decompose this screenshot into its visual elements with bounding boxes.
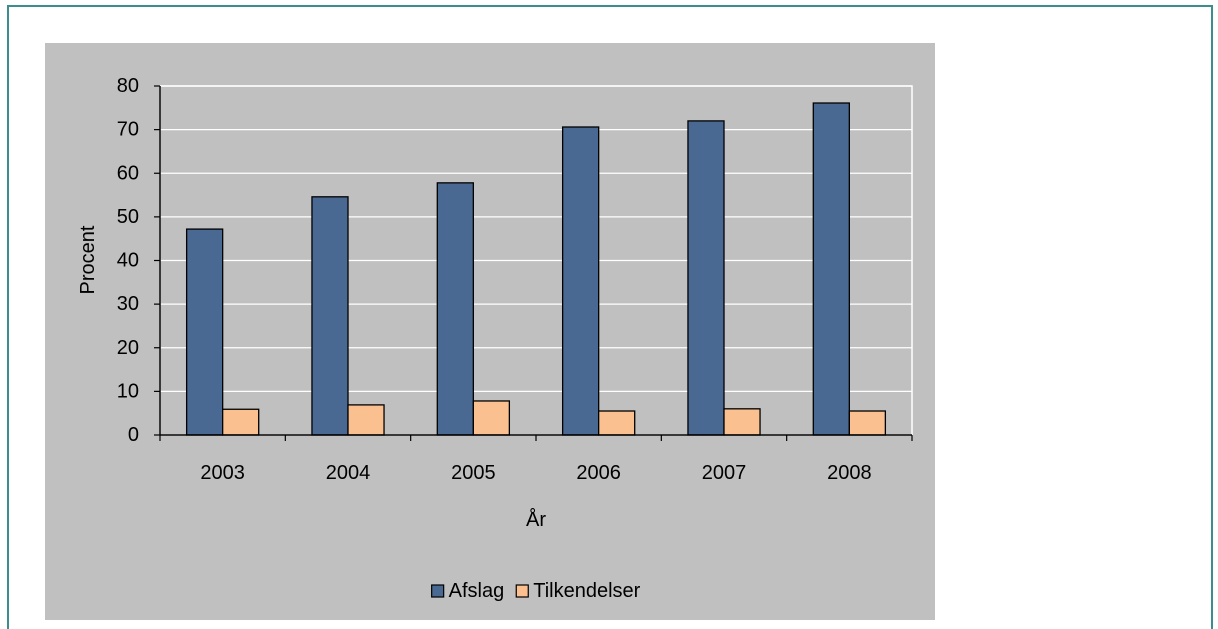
bar-tilkendelser-2008 xyxy=(848,410,887,436)
y-axis-title: Procent xyxy=(77,225,99,294)
y-tick-labels: 0 10 20 30 40 50 60 70 80 xyxy=(117,75,139,446)
bar-tilkendelser-2004 xyxy=(347,404,385,436)
legend: Afslag Tilkendelser xyxy=(431,580,641,602)
x-axis-title: År xyxy=(526,508,546,531)
legend-item-tilkendelser: Tilkendelser xyxy=(515,580,641,602)
y-tick-label: 10 xyxy=(117,380,139,402)
bar-tilkendelser-2005 xyxy=(472,400,511,436)
y-tick-label: 60 xyxy=(117,162,139,184)
y-tick-label: 80 xyxy=(117,75,139,97)
chart-area: 0 10 20 30 40 50 60 70 80 2003 2004 2005 2006 2007 20… xyxy=(45,43,935,620)
bar-afslag-2007 xyxy=(687,120,725,436)
y-tick-label: 50 xyxy=(117,206,139,228)
legend-swatch-afslag xyxy=(431,584,445,598)
y-tick-label: 30 xyxy=(117,293,139,315)
legend-label-afslag: Afslag xyxy=(449,580,505,602)
y-tick-label: 20 xyxy=(117,337,139,359)
gridlines xyxy=(159,85,913,436)
bar-afslag-2003 xyxy=(185,228,224,436)
y-tick-label: 70 xyxy=(117,119,139,141)
x-tick-label: 2003 xyxy=(200,462,245,484)
x-tick-labels: 2003 2004 2005 2006 2007 2008 xyxy=(200,462,871,484)
x-tick-label: 2005 xyxy=(451,462,496,484)
bar-afslag-2008 xyxy=(812,102,850,436)
y-tick-label: 40 xyxy=(117,250,139,272)
legend-item-afslag: Afslag xyxy=(431,580,505,602)
bar-tilkendelser-2006 xyxy=(598,410,636,436)
chart-frame xyxy=(7,5,1213,629)
bar-tilkendelser-2007 xyxy=(723,408,761,436)
legend-swatch-tilkendelser xyxy=(515,584,529,598)
x-tick-label: 2007 xyxy=(702,462,747,484)
bar-afslag-2005 xyxy=(436,182,474,436)
bar-afslag-2006 xyxy=(561,126,600,436)
x-tick-label: 2008 xyxy=(827,462,872,484)
x-tick-label: 2006 xyxy=(576,462,621,484)
y-tick-label: 0 xyxy=(128,424,139,446)
axes xyxy=(154,85,913,441)
legend-label-tilkendelser: Tilkendelser xyxy=(533,580,640,602)
x-tick-label: 2004 xyxy=(326,462,371,484)
bar-tilkendelser-2003 xyxy=(222,408,260,436)
bars xyxy=(185,102,887,436)
bar-afslag-2004 xyxy=(311,196,349,436)
